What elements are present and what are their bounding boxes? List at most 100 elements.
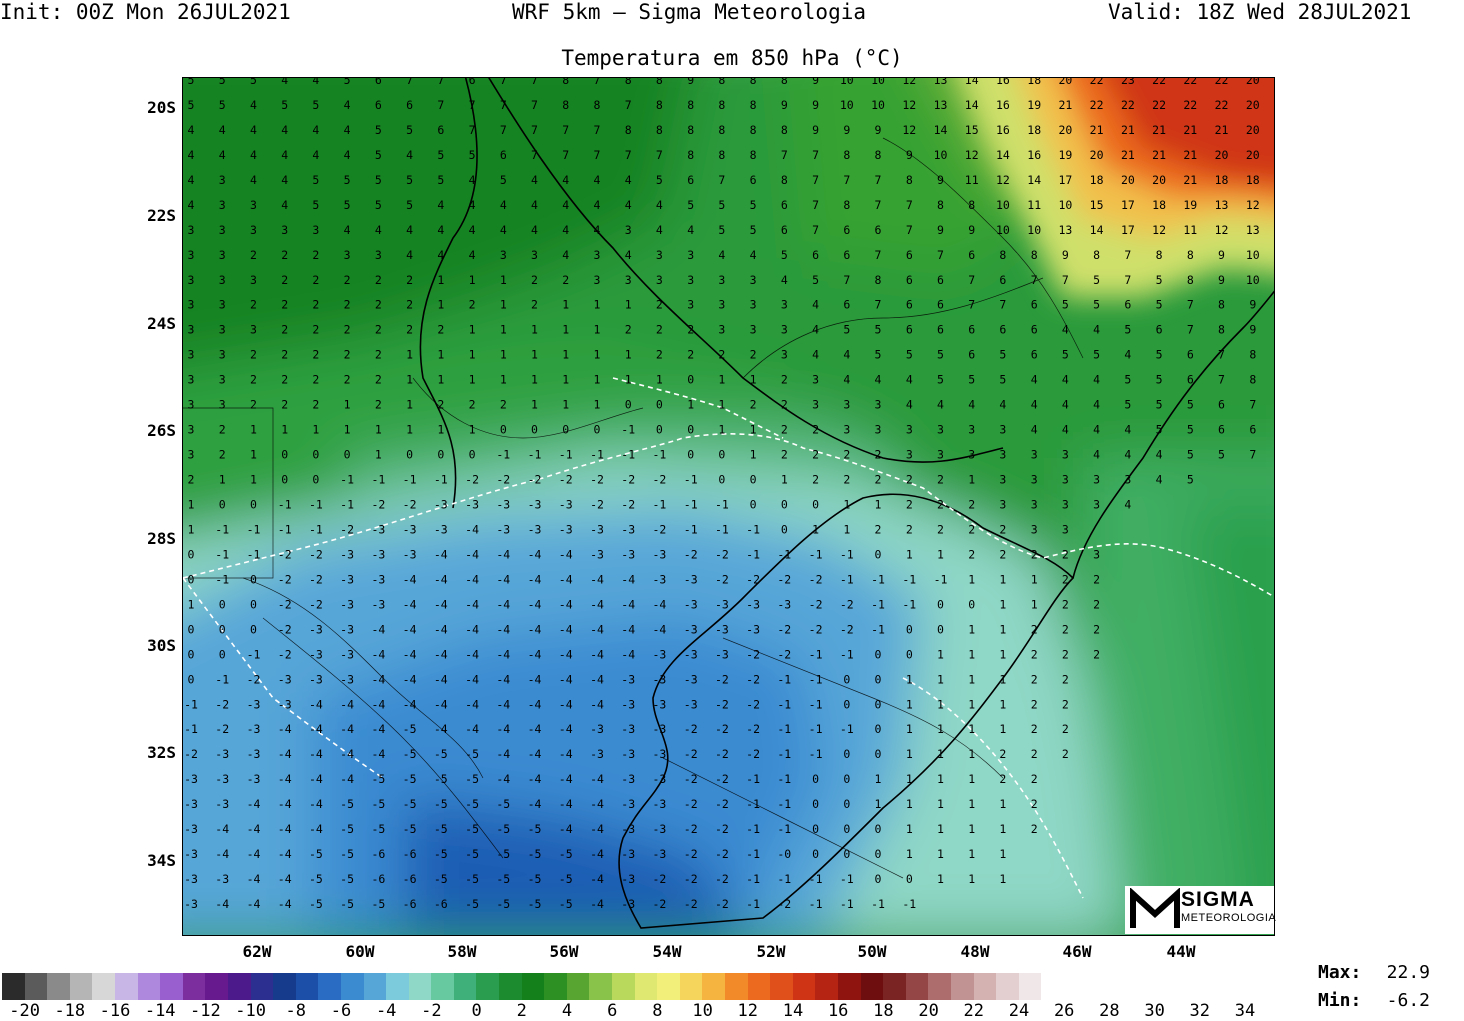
grid-value: -3 <box>371 597 385 611</box>
grid-value: -1 <box>184 722 198 736</box>
grid-value: 8 <box>750 123 757 137</box>
grid-value: 20 <box>1090 148 1104 162</box>
grid-value: 1 <box>999 597 1006 611</box>
grid-value: 18 <box>1215 173 1229 187</box>
grid-value: -4 <box>434 622 448 636</box>
grid-value: -5 <box>465 747 479 761</box>
grid-value: -5 <box>528 897 542 911</box>
grid-value: -1 <box>809 647 823 661</box>
grid-value: 4 <box>999 398 1006 412</box>
grid-value: -4 <box>340 722 354 736</box>
grid-value: -3 <box>684 697 698 711</box>
grid-value: 3 <box>843 423 850 437</box>
grid-value: -4 <box>590 672 604 686</box>
grid-value: 1 <box>906 822 913 836</box>
grid-value: -2 <box>278 572 292 586</box>
grid-value: 2 <box>312 248 319 262</box>
grid-value: -1 <box>777 872 791 886</box>
grid-value: 3 <box>999 423 1006 437</box>
grid-value: 4 <box>625 248 632 262</box>
grid-value: 18 <box>1246 173 1260 187</box>
grid-value: 2 <box>1062 597 1069 611</box>
grid-value: 2 <box>968 523 975 537</box>
grid-value: 3 <box>1062 498 1069 512</box>
grid-value: 4 <box>562 223 569 237</box>
grid-value: 0 <box>469 448 476 462</box>
grid-value: 12 <box>965 148 979 162</box>
grid-value: 3 <box>750 323 757 337</box>
grid-value: 1 <box>500 373 507 387</box>
grid-value: 3 <box>531 248 538 262</box>
legend-swatch <box>69 973 93 1000</box>
grid-value: 4 <box>906 373 913 387</box>
grid-value: -3 <box>496 523 510 537</box>
grid-value: 21 <box>1183 123 1197 137</box>
grid-value: 1 <box>469 373 476 387</box>
grid-value: 3 <box>1093 498 1100 512</box>
grid-value: 1 <box>875 498 882 512</box>
grid-value: 3 <box>718 273 725 287</box>
grid-value: -4 <box>559 622 573 636</box>
grid-value: 7 <box>875 173 882 187</box>
grid-value: 2 <box>406 273 413 287</box>
grid-value: -3 <box>340 622 354 636</box>
grid-value: 21 <box>1121 148 1135 162</box>
grid-value: 11 <box>965 173 979 187</box>
grid-value: -3 <box>715 647 729 661</box>
grid-value: 1 <box>500 273 507 287</box>
grid-value: -2 <box>278 597 292 611</box>
grid-value: 7 <box>656 148 663 162</box>
grid-value: 2 <box>250 348 257 362</box>
legend-label: 22 <box>963 1001 985 1021</box>
grid-value: -1 <box>715 498 729 512</box>
grid-value: 0 <box>968 597 975 611</box>
grid-value: 3 <box>188 373 195 387</box>
legend-label: 30 <box>1144 1001 1165 1021</box>
grid-value: 2 <box>1062 647 1069 661</box>
grid-value: 0 <box>281 473 288 487</box>
grid-value: 5 <box>1062 298 1069 312</box>
grid-value: -3 <box>403 523 417 537</box>
legend-swatch <box>408 973 432 1000</box>
legend-label: -18 <box>54 1001 86 1021</box>
grid-value: 3 <box>656 248 663 262</box>
grid-value: 0 <box>188 547 195 561</box>
grid-value: 5 <box>1093 298 1100 312</box>
grid-value: -5 <box>496 897 510 911</box>
grid-value: 10 <box>1246 273 1260 287</box>
grid-value: 3 <box>718 323 725 337</box>
grid-value: 3 <box>999 448 1006 462</box>
grid-value: -4 <box>465 572 479 586</box>
grid-value: 14 <box>1027 173 1041 187</box>
grid-value: 4 <box>625 173 632 187</box>
grid-value: -5 <box>465 897 479 911</box>
legend-label: -8 <box>285 1001 307 1021</box>
grid-value: 2 <box>968 547 975 561</box>
grid-value: 1 <box>937 672 944 686</box>
legend-swatch <box>815 973 838 1000</box>
grid-value: 9 <box>1218 248 1225 262</box>
grid-value: 5 <box>1187 423 1194 437</box>
grid-value: 1 <box>594 298 601 312</box>
grid-value: -4 <box>652 597 666 611</box>
grid-value: -5 <box>496 872 510 886</box>
grid-value: 3 <box>219 248 226 262</box>
grid-value: -2 <box>340 523 354 537</box>
grid-value: 3 <box>188 298 195 312</box>
grid-value: 1 <box>625 348 632 362</box>
grid-value: 16 <box>996 78 1010 87</box>
grid-value: 5 <box>999 348 1006 362</box>
legend-label: -2 <box>421 1001 442 1021</box>
grid-value: 20 <box>1152 173 1166 187</box>
grid-value: 0 <box>250 597 257 611</box>
grid-value: 2 <box>562 273 569 287</box>
grid-value: 3 <box>375 248 382 262</box>
grid-value: 5 <box>687 198 694 212</box>
grid-value: 0 <box>843 822 850 836</box>
grid-value: -4 <box>247 897 261 911</box>
grid-value: 2 <box>999 523 1006 537</box>
grid-value: -1 <box>746 772 760 786</box>
grid-value: -3 <box>403 547 417 561</box>
grid-value: 6 <box>843 248 850 262</box>
grid-value: 0 <box>843 772 850 786</box>
